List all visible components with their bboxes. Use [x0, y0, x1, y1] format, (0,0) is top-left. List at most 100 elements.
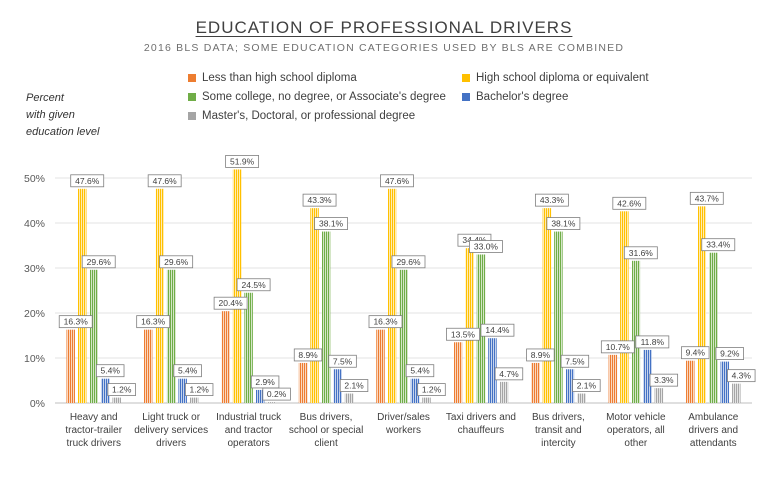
bar: [499, 381, 509, 403]
x-category-label: attendants: [690, 438, 737, 449]
data-label-box: [293, 348, 323, 362]
x-category-label: Industrial truck: [216, 412, 282, 423]
data-label-box: [173, 364, 202, 378]
data-label-box: [96, 364, 125, 378]
bar: [565, 369, 575, 403]
data-label-box: [368, 315, 403, 329]
data-label: 1.2%: [189, 385, 209, 395]
bar: [709, 252, 718, 403]
data-label-box: [715, 347, 744, 361]
bar: [654, 388, 664, 403]
data-label-box: [262, 387, 291, 401]
legend-label: Less than high school diploma: [202, 72, 357, 84]
bar: [143, 329, 153, 403]
x-category-label: Light truck or: [142, 412, 200, 423]
bar: [577, 393, 586, 403]
legend-swatch: [188, 93, 196, 101]
data-label-box: [635, 335, 670, 349]
x-axis-category-labels: Heavy and tractor-trailer truck drivers Lig…: [65, 412, 738, 449]
bar: [189, 397, 199, 403]
data-label-box: [534, 193, 569, 207]
data-label-box: [302, 193, 337, 207]
chart-title: EDUCATION OF PROFESSIONAL DRIVERS: [195, 18, 573, 37]
bar: [221, 311, 230, 403]
bar: [608, 354, 618, 403]
data-label: 29.6%: [87, 257, 112, 267]
bar: [399, 269, 408, 403]
data-label: 4.3%: [732, 371, 752, 381]
data-label-box: [405, 364, 435, 378]
data-label: 5.4%: [410, 366, 430, 376]
data-label-box: [612, 196, 647, 210]
data-label-box: [701, 238, 736, 252]
data-label-box: [469, 240, 503, 253]
data-label-box: [689, 191, 724, 205]
x-category-label: chauffeurs: [458, 425, 505, 436]
legend-label: Some college, no degree, or Associate's …: [202, 91, 446, 103]
data-label: 7.5%: [565, 356, 585, 366]
y-tick-label: 40%: [24, 218, 45, 230]
data-label-box: [81, 255, 116, 269]
bar: [453, 342, 463, 403]
bar: [267, 402, 276, 403]
bar: [410, 378, 420, 403]
x-category-label: drivers and: [689, 425, 738, 436]
x-category-label: Bus drivers,: [532, 412, 585, 423]
legend-swatch: [188, 74, 196, 82]
y-tick-label: 10%: [24, 353, 45, 365]
x-category-label: delivery services: [134, 425, 208, 436]
data-label-box: [494, 367, 524, 381]
data-label: 42.6%: [617, 198, 642, 208]
data-label: 29.6%: [396, 257, 421, 267]
data-label: 20.4%: [219, 298, 244, 308]
bar: [686, 360, 695, 403]
data-label-box: [526, 348, 555, 362]
bar: [631, 260, 641, 403]
data-label: 16.3%: [141, 317, 166, 327]
legend-label: Master's, Doctoral, or professional degr…: [202, 110, 416, 122]
data-label-box: [184, 383, 214, 397]
legend-label: High school diploma or equivalent: [476, 72, 649, 84]
legend-item-bachelors: Bachelor's degree: [462, 91, 568, 103]
data-label: 47.6%: [153, 176, 178, 186]
y-axis-ticks: 0% 10% 20% 30% 40% 50%: [24, 173, 45, 410]
legend-label: Bachelor's degree: [476, 91, 569, 103]
data-label: 4.7%: [499, 369, 519, 379]
y-axis-label-line: with given: [26, 109, 75, 121]
bar: [422, 397, 431, 403]
bar: [333, 369, 342, 403]
data-label: 2.1%: [577, 381, 597, 391]
data-label: 8.9%: [531, 350, 551, 360]
data-label-box: [417, 383, 446, 397]
x-category-label: intercity: [541, 438, 575, 449]
bar: [166, 269, 176, 403]
data-label-box: [107, 383, 136, 397]
bar: [697, 206, 707, 403]
data-label: 9.2%: [720, 349, 740, 359]
x-category-label: workers: [385, 425, 421, 436]
bar: [720, 361, 730, 403]
bar: [465, 248, 474, 403]
data-label: 33.4%: [706, 240, 731, 250]
data-label: 31.6%: [629, 248, 654, 258]
data-label-box: [70, 174, 105, 188]
y-tick-label: 50%: [24, 173, 45, 185]
x-category-label: operators, all: [607, 425, 665, 436]
y-tick-label: 30%: [24, 263, 45, 275]
x-category-label: tractor-trailer: [65, 425, 122, 436]
bar: [732, 383, 741, 403]
bar: [255, 389, 265, 403]
data-label-box: [236, 278, 271, 292]
data-label: 11.8%: [641, 337, 665, 347]
data-label-box: [560, 354, 590, 368]
legend-item-graduate: Master's, Doctoral, or professional degr…: [188, 110, 415, 122]
data-label: 38.1%: [319, 219, 344, 229]
data-label: 14.4%: [485, 325, 510, 335]
y-tick-label: 0%: [30, 398, 45, 410]
bar: [298, 362, 308, 403]
data-label: 47.6%: [385, 176, 410, 186]
data-label-box: [649, 373, 679, 387]
bar: [66, 329, 75, 403]
data-label-box: [681, 346, 710, 360]
data-label-box: [147, 174, 182, 188]
